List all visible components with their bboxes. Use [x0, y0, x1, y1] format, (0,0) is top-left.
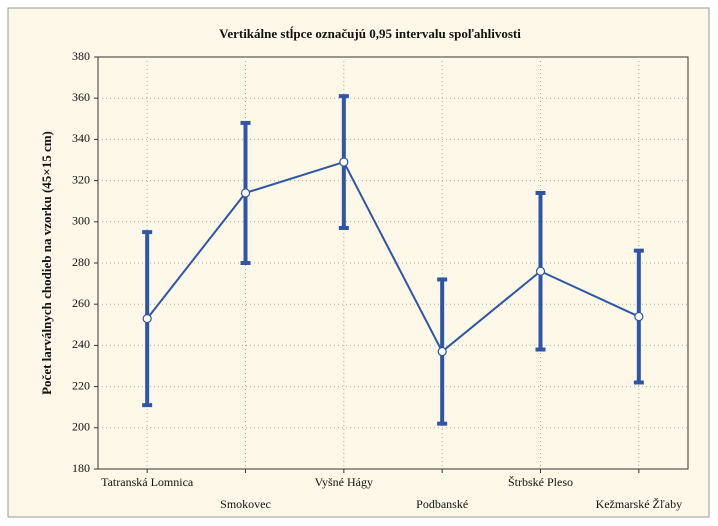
y-tick-label: 340: [72, 131, 90, 145]
y-tick-label: 300: [72, 214, 90, 228]
y-axis-label: Počet larválnych chodieb na vzorku (45×1…: [39, 131, 54, 395]
x-tick-label: Vyšné Hágy: [315, 475, 373, 489]
chart-title: Vertikálne stĺpce označujú 0,95 interval…: [219, 26, 521, 41]
point: [535, 266, 546, 276]
y-tick-label: 320: [72, 172, 90, 186]
point: [240, 188, 251, 198]
x-tick-label: Štrbské Pleso: [508, 475, 573, 489]
x-tick-label: Kežmarské Žľaby: [596, 497, 683, 511]
point: [437, 346, 447, 357]
point: [339, 157, 349, 167]
x-tick-label: Tatranská Lomnica: [101, 475, 194, 489]
y-tick-label: 260: [72, 296, 90, 310]
x-tick-label: Smokovec: [220, 497, 271, 511]
y-tick-label: 220: [72, 378, 90, 392]
point: [634, 311, 644, 322]
y-tick-label: 240: [72, 337, 90, 351]
y-tick-label: 200: [72, 420, 90, 434]
y-tick-label: 180: [72, 461, 90, 475]
y-tick-label: 360: [72, 90, 90, 104]
series-line: [146, 160, 640, 354]
point: [142, 314, 152, 324]
y-tick-label: 280: [72, 255, 90, 269]
y-tick-label: 380: [72, 49, 90, 63]
x-tick-label: Podbanské: [416, 497, 468, 511]
